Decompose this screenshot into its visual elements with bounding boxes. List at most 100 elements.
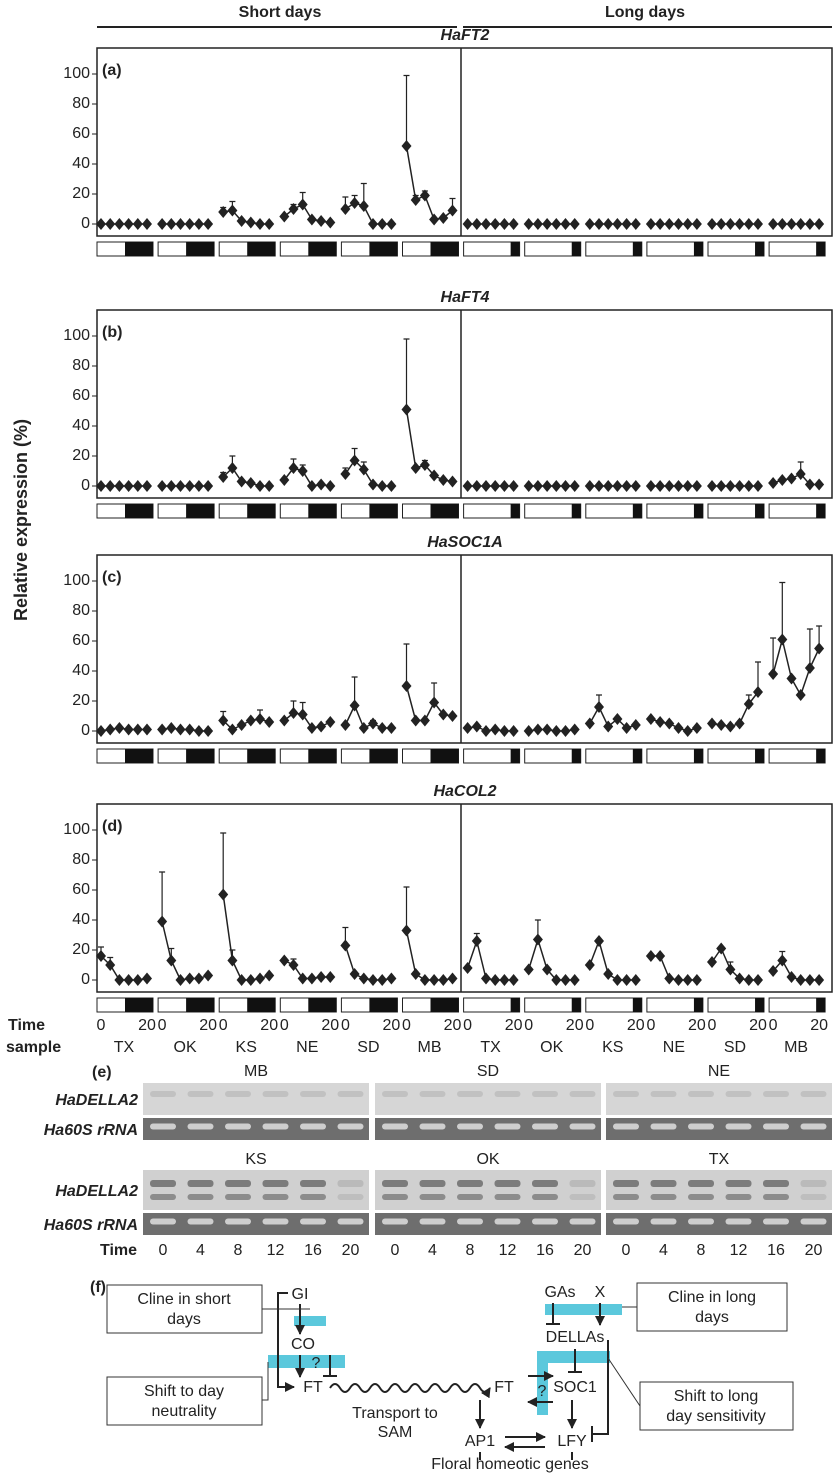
- sample-label: TX: [480, 1039, 501, 1056]
- gel-band: [801, 1124, 827, 1130]
- point: [787, 218, 797, 230]
- point: [777, 634, 787, 646]
- dark-period: [431, 998, 459, 1012]
- point: [246, 477, 256, 489]
- dark-period: [694, 242, 703, 256]
- site-label: NE: [708, 1063, 730, 1080]
- point: [255, 973, 265, 985]
- point: [725, 218, 735, 230]
- dark-period: [125, 242, 153, 256]
- point: [386, 218, 396, 230]
- y-tick-label: 100: [63, 65, 90, 82]
- gel-band: [338, 1124, 364, 1130]
- point: [350, 968, 360, 980]
- dark-period: [125, 749, 153, 763]
- time-tick-label: 4: [659, 1242, 668, 1259]
- dark-period: [369, 998, 397, 1012]
- point: [166, 955, 176, 967]
- point: [674, 218, 684, 230]
- point: [796, 689, 806, 701]
- point: [386, 480, 396, 492]
- point: [481, 973, 491, 985]
- point: [814, 974, 824, 986]
- point: [744, 974, 754, 986]
- series-line: [529, 940, 575, 981]
- node: FT: [303, 1379, 323, 1396]
- dark-period: [431, 242, 459, 256]
- point: [509, 218, 519, 230]
- point: [368, 974, 378, 986]
- gel-band: [225, 1194, 251, 1200]
- series-line: [712, 692, 758, 727]
- y-tick-label: 40: [72, 417, 90, 434]
- gel-band: [457, 1091, 483, 1097]
- point: [185, 973, 195, 985]
- dark-period: [247, 749, 275, 763]
- row-label: HaDELLA2: [55, 1092, 138, 1109]
- y-tick-label: 20: [72, 447, 90, 464]
- gel-band: [651, 1091, 677, 1097]
- point: [805, 974, 815, 986]
- point: [448, 476, 458, 488]
- dark-period: [694, 504, 703, 518]
- gel-band: [688, 1091, 714, 1097]
- gel-band: [150, 1124, 176, 1130]
- point: [420, 974, 430, 986]
- dark-period: [125, 998, 153, 1012]
- note: Cline in long: [668, 1289, 756, 1306]
- gel-band: [763, 1219, 789, 1225]
- point: [133, 218, 143, 230]
- chart-title: HaCOL2: [433, 783, 496, 800]
- plot-frame: [97, 804, 832, 992]
- point: [246, 715, 256, 727]
- point: [707, 218, 717, 230]
- gel-band: [225, 1091, 251, 1097]
- point: [622, 974, 632, 986]
- point: [264, 480, 274, 492]
- gel-band: [688, 1180, 714, 1187]
- series-line: [712, 949, 758, 981]
- point: [142, 724, 152, 736]
- y-tick-label: 20: [72, 692, 90, 709]
- x-tick-label: 0: [463, 1017, 472, 1034]
- gel-band: [613, 1091, 639, 1097]
- gel-lane-block: [143, 1170, 369, 1210]
- sample-label: SD: [357, 1039, 379, 1056]
- gel-band: [688, 1124, 714, 1130]
- point: [725, 480, 735, 492]
- gel-band: [263, 1180, 289, 1187]
- gel-band: [300, 1180, 326, 1187]
- point: [124, 974, 134, 986]
- point: [551, 725, 561, 737]
- point: [655, 218, 665, 230]
- gel-band: [801, 1180, 827, 1187]
- point: [646, 713, 656, 725]
- node: ?: [312, 1355, 321, 1372]
- y-tick-label: 20: [72, 185, 90, 202]
- point: [429, 214, 439, 226]
- panel-label: (d): [102, 818, 122, 835]
- gel-band: [532, 1091, 558, 1097]
- point: [542, 724, 552, 736]
- gel-band: [763, 1091, 789, 1097]
- gel-band: [495, 1194, 521, 1200]
- dark-period: [755, 504, 764, 518]
- point: [542, 218, 552, 230]
- gel-band: [613, 1194, 639, 1200]
- point: [551, 218, 561, 230]
- point: [411, 194, 421, 206]
- time-tick-label: 4: [428, 1242, 437, 1259]
- point: [716, 480, 726, 492]
- gel-band: [570, 1091, 596, 1097]
- dark-period: [816, 504, 825, 518]
- dark-period: [308, 504, 336, 518]
- point: [463, 218, 473, 230]
- point: [655, 716, 665, 728]
- gel-band: [457, 1219, 483, 1225]
- dark-period: [125, 504, 153, 518]
- series-line: [162, 922, 208, 981]
- point: [359, 200, 369, 212]
- time-tick-label: 12: [499, 1242, 517, 1259]
- figure: Short days Long days Relative expression…: [0, 0, 837, 1474]
- point: [692, 974, 702, 986]
